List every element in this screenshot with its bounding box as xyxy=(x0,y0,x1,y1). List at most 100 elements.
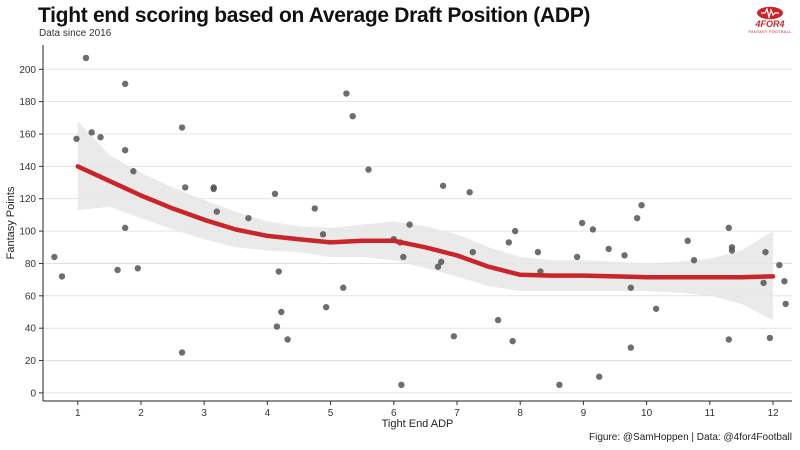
data-point xyxy=(121,146,129,154)
smooth-trend-line xyxy=(75,164,776,280)
data-point xyxy=(728,247,736,254)
data-point xyxy=(434,263,442,270)
data-point xyxy=(627,284,635,291)
data-point xyxy=(605,245,612,253)
data-point xyxy=(311,205,318,212)
data-point xyxy=(82,54,90,62)
data-point xyxy=(438,258,445,266)
x-tick-label: 9 xyxy=(581,408,587,419)
y-tick-label: 120 xyxy=(19,194,36,205)
y-tick-label: 80 xyxy=(25,259,37,270)
data-point xyxy=(319,231,327,238)
data-point xyxy=(781,278,788,285)
x-tick-label: 1 xyxy=(75,408,81,419)
x-tick-label: 7 xyxy=(454,408,460,419)
data-point xyxy=(509,337,516,345)
y-tick-label: 180 xyxy=(19,97,36,108)
data-point xyxy=(271,190,279,198)
data-point xyxy=(494,316,502,324)
data-point xyxy=(97,134,104,141)
football-icon xyxy=(757,6,783,20)
data-point xyxy=(130,168,137,175)
data-point xyxy=(578,219,586,227)
data-point xyxy=(322,303,330,311)
data-point xyxy=(466,189,473,196)
y-tick-label: 160 xyxy=(19,130,36,141)
data-point xyxy=(365,166,372,173)
x-axis-title: Tight End ADP xyxy=(382,418,454,430)
data-point xyxy=(400,253,407,261)
data-point xyxy=(621,252,628,259)
y-tick-label: 0 xyxy=(30,388,36,399)
data-point xyxy=(589,226,597,233)
y-tick-label: 100 xyxy=(19,227,36,238)
logo-subtext: FANTASY FOOTBALL xyxy=(748,29,792,34)
data-point xyxy=(776,261,783,269)
x-tick-label: 12 xyxy=(767,408,779,419)
data-point xyxy=(762,248,769,256)
y-tick-label: 20 xyxy=(25,356,37,367)
data-point xyxy=(690,257,698,264)
confidence-band xyxy=(77,121,774,321)
x-tick-label: 5 xyxy=(328,408,334,419)
data-point xyxy=(505,239,513,246)
data-point xyxy=(633,214,641,222)
x-tick-label: 11 xyxy=(705,408,716,419)
data-point xyxy=(245,214,252,222)
data-point xyxy=(511,227,519,235)
chart-title: Tight end scoring based on Average Draft… xyxy=(38,4,591,27)
data-point xyxy=(556,381,563,389)
data-point xyxy=(88,129,95,136)
y-tick-label: 200 xyxy=(19,65,36,76)
x-tick-label: 3 xyxy=(201,408,207,419)
data-point xyxy=(684,237,691,244)
x-tick-label: 2 xyxy=(138,408,144,419)
data-point xyxy=(182,184,189,191)
data-point xyxy=(782,300,789,308)
figure-caption: Figure: @SamHoppen | Data: @4for4Footbal… xyxy=(589,432,792,443)
data-point xyxy=(725,224,732,232)
y-tick-label: 60 xyxy=(25,291,37,302)
data-point xyxy=(178,124,186,131)
data-point xyxy=(349,113,356,120)
data-points xyxy=(51,54,789,389)
data-point xyxy=(213,208,221,215)
data-point xyxy=(469,248,477,256)
data-point xyxy=(284,336,291,343)
x-tick-label: 6 xyxy=(391,408,397,419)
data-point xyxy=(178,349,186,356)
data-point xyxy=(760,279,767,287)
data-point xyxy=(406,221,413,228)
x-tick-label: 10 xyxy=(641,408,653,419)
data-point xyxy=(121,80,129,88)
data-point xyxy=(450,333,458,340)
data-point xyxy=(766,334,774,342)
data-point xyxy=(51,253,58,261)
data-point xyxy=(534,248,542,256)
data-point xyxy=(596,373,603,380)
data-point xyxy=(134,265,142,272)
data-point xyxy=(343,90,350,97)
data-point xyxy=(58,273,66,280)
data-point xyxy=(340,284,347,291)
data-point xyxy=(273,323,281,330)
data-point xyxy=(725,336,732,343)
x-tick-label: 8 xyxy=(517,408,523,419)
y-tick-label: 40 xyxy=(25,324,37,335)
y-axis-title: Fantasy Points xyxy=(5,186,17,259)
logo-text: 4FOR4 xyxy=(755,19,785,29)
data-point xyxy=(627,344,635,351)
chart-subtitle: Data since 2016 xyxy=(39,28,112,39)
confidence-band-layer xyxy=(77,121,774,321)
data-point xyxy=(278,308,285,316)
data-point xyxy=(121,224,129,232)
data-point xyxy=(114,266,121,274)
data-point xyxy=(275,268,282,275)
data-point xyxy=(638,202,645,209)
x-tick-label: 4 xyxy=(265,408,271,419)
data-point xyxy=(573,253,581,261)
y-tick-label: 140 xyxy=(19,162,36,173)
data-point xyxy=(73,135,80,143)
